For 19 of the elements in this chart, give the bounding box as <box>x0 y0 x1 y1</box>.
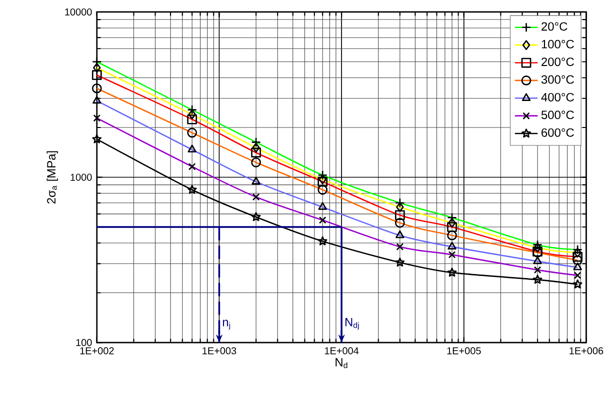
y-axis-title: 2σ$_{a}$ [MPa] <box>46 150 58 204</box>
y-tick-label: 1000 <box>70 174 92 181</box>
y-tick-label: 100 <box>76 338 92 346</box>
legend-label: 300°C <box>541 75 574 84</box>
legend-label: 600°C <box>542 128 574 137</box>
x-tick-label: 1E+002 <box>80 347 114 354</box>
x-axis-title: N$_{d}$ <box>336 358 348 368</box>
legend-label: 100°C <box>542 40 574 48</box>
y-tick-label: 10000 <box>65 8 92 16</box>
x-tick-label: 1E+006 <box>570 347 604 354</box>
x-tick-label: 1E+004 <box>324 347 359 354</box>
legend-label: 20°C <box>542 22 568 30</box>
legend-label: 200°C <box>542 57 574 66</box>
legend-label: 500°C <box>541 110 574 119</box>
x-tick-label: 1E+005 <box>447 347 481 354</box>
legend-label: 400°C <box>541 92 574 102</box>
ref-line-label: N$_{dj}$ <box>345 318 359 330</box>
ref-line-label: n$_{j}$ <box>222 320 230 330</box>
x-tick-label: 1E+003 <box>202 347 236 354</box>
